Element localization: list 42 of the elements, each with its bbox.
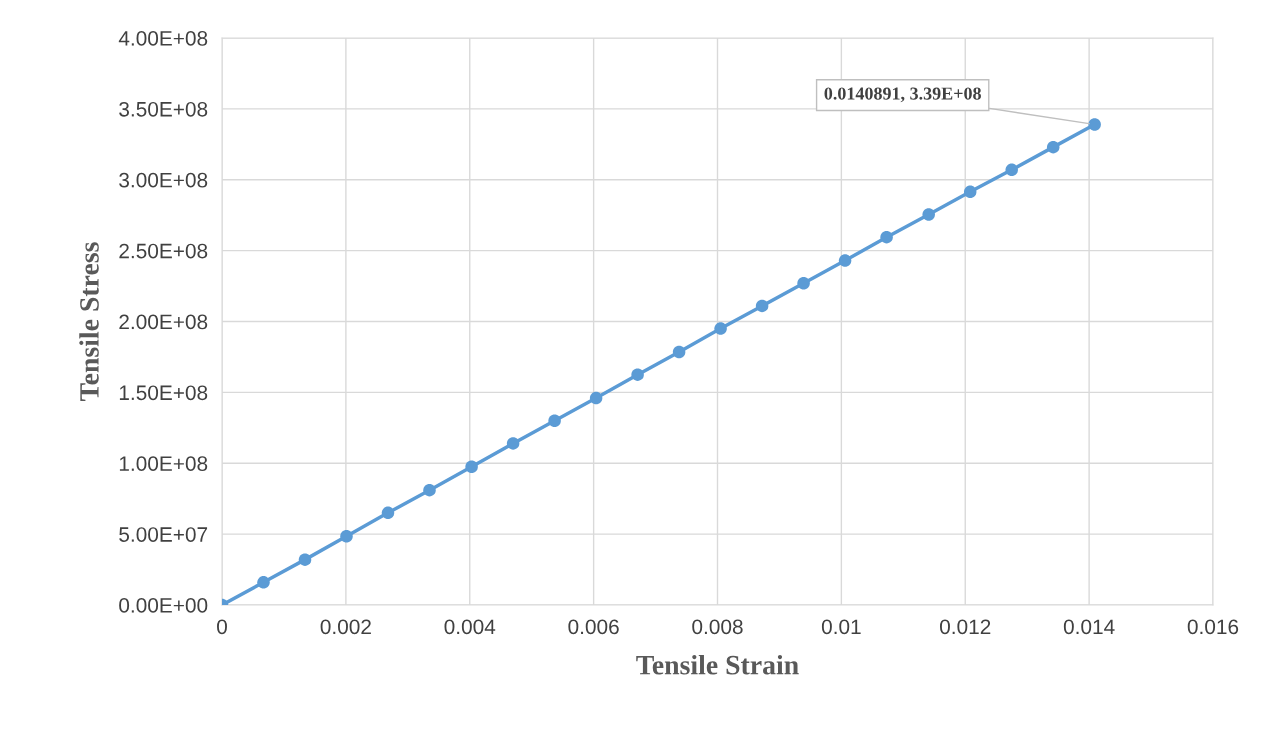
- point: [340, 530, 353, 543]
- x-tick-label: 0.014: [1063, 619, 1115, 635]
- x-tick-label: 0.002: [320, 619, 371, 635]
- x-axis-title: Tensile Strain: [636, 654, 799, 675]
- point: [381, 506, 395, 520]
- point: [797, 276, 810, 290]
- point: [589, 391, 603, 405]
- point: [714, 322, 727, 335]
- point: [423, 483, 436, 497]
- x-tick-label: 0.016: [1187, 619, 1239, 635]
- x-tick-label: 0.012: [940, 619, 991, 635]
- x-tick-label: 0.006: [568, 619, 619, 635]
- y-tick-label: 2.50E+08: [119, 243, 208, 259]
- x-tick-label: 0: [217, 619, 227, 635]
- point: [880, 230, 893, 244]
- y-tick-label: 1.00E+08: [119, 456, 208, 471]
- y-tick-label: 4.00E+08: [118, 31, 208, 46]
- y-tick-label: 3.00E+08: [119, 172, 208, 188]
- point: [922, 208, 935, 221]
- x-tick-label: 0.01: [821, 619, 861, 635]
- annotation: 0.0140891, 3.39E+08: [824, 87, 981, 103]
- point: [1088, 118, 1101, 131]
- point: [298, 553, 312, 566]
- point: [465, 460, 478, 474]
- x-tick-label: 0.004: [444, 619, 496, 635]
- point: [755, 299, 769, 313]
- point: [1046, 140, 1060, 154]
- point: [506, 437, 520, 450]
- y-tick-label: 3.50E+08: [119, 101, 208, 117]
- y-tick-label: 0.00E+00: [119, 598, 208, 613]
- point: [672, 345, 686, 359]
- y-tick-label: 1.50E+08: [119, 385, 208, 401]
- point: [838, 254, 852, 267]
- point: [257, 576, 270, 589]
- point: [1005, 163, 1018, 177]
- y-tick-label: 5.00E+07: [119, 527, 208, 542]
- x-tick-label: 0.008: [692, 619, 743, 635]
- y-tick-label: 2.00E+08: [119, 314, 208, 330]
- y-axis-title: Tensile Stress: [79, 242, 99, 401]
- point: [548, 414, 561, 427]
- point: [631, 368, 644, 381]
- point: [963, 185, 977, 199]
